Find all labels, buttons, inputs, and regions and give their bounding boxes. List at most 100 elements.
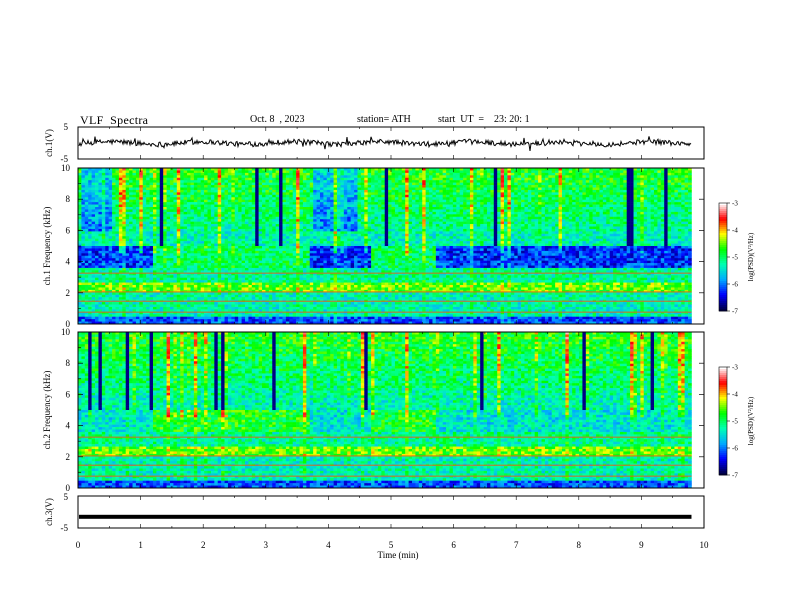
spectrogram-cell — [279, 202, 283, 205]
vlf-figure: 5 -5 ch.1(V) 0246810 ch.1 Frequency (kHz… — [0, 0, 792, 612]
spectrogram-cell — [177, 251, 181, 254]
spectrogram-cell — [269, 297, 273, 300]
spectrogram-cell — [177, 209, 181, 212]
spectrogram-cell — [300, 263, 304, 266]
spectrogram-cell — [214, 188, 218, 191]
spectrogram-cell — [81, 319, 85, 322]
spectrogram-cell — [289, 207, 293, 210]
spectrogram-cell — [218, 314, 222, 317]
spectrogram-cell — [221, 251, 225, 254]
spectrogram-cell — [143, 212, 147, 215]
spectrogram-cell — [231, 283, 235, 286]
spectrogram-cell — [139, 292, 143, 295]
spectrogram-cell — [317, 205, 321, 208]
spectrogram-cell — [293, 295, 297, 298]
spectrogram-cell — [81, 248, 85, 251]
spectrogram-cell — [146, 246, 150, 249]
spectrogram-cell — [272, 248, 276, 251]
spectrogram-cell — [167, 173, 171, 176]
spectrogram-cell — [184, 217, 188, 220]
spectrogram-cell — [163, 314, 167, 317]
spectrogram-cell — [269, 251, 273, 254]
spectrogram-cell — [211, 256, 215, 259]
spectrogram-cell — [221, 253, 225, 256]
spectrogram-cell — [122, 275, 126, 278]
spectrogram-cell — [320, 295, 324, 298]
spectrogram-cell — [92, 239, 96, 242]
spectrogram-cell — [143, 246, 147, 249]
spectrogram-cell — [109, 229, 113, 232]
spectrogram-cell — [262, 280, 266, 283]
spectrogram-cell — [262, 227, 266, 230]
spectrogram-cell — [95, 192, 99, 195]
spectrogram-cell — [340, 197, 344, 200]
spectrogram-cell — [262, 248, 266, 251]
spectrogram-cell — [208, 209, 212, 212]
spectrogram-cell — [146, 241, 150, 244]
spectrogram-cell — [306, 305, 310, 308]
spectrogram-cell — [81, 222, 85, 225]
spectrogram-cell — [197, 178, 201, 181]
spectrogram-cell — [156, 219, 160, 222]
spectrogram-cell — [228, 202, 232, 205]
spectrogram-cell — [126, 297, 130, 300]
spectrogram-cell — [160, 278, 164, 281]
spectrogram-cell — [190, 278, 194, 281]
spectrogram-cell — [269, 178, 273, 181]
spectrogram-cell — [334, 188, 338, 191]
spectrogram-cell — [310, 173, 314, 176]
spectrogram-cell — [310, 256, 314, 259]
spectrogram-cell — [337, 246, 341, 249]
spectrogram-cell — [122, 185, 126, 188]
spectrogram-cell — [218, 244, 222, 247]
spectrogram-cell — [218, 222, 222, 225]
spectrogram-cell — [201, 305, 205, 308]
spectrogram-cell — [115, 292, 119, 295]
spectrogram-cell — [293, 251, 297, 254]
spectrogram-cell — [211, 205, 215, 208]
spectrogram-cell — [238, 185, 242, 188]
spectrogram-cell — [282, 231, 286, 234]
spectrogram-cell — [211, 212, 215, 215]
spectrogram-cell — [337, 214, 341, 217]
spectrogram-cell — [88, 175, 92, 178]
spectrogram-cell — [218, 246, 222, 249]
spectrogram-cell — [255, 231, 259, 234]
spectrogram-cell — [143, 307, 147, 310]
spectrogram-cell — [279, 241, 283, 244]
spectrogram-cell — [136, 222, 140, 225]
spectrogram-cell — [194, 292, 198, 295]
spectrogram-cell — [228, 209, 232, 212]
spectrogram-cell — [184, 287, 188, 290]
spectrogram-cell — [187, 231, 191, 234]
spectrogram-cell — [81, 266, 85, 269]
spectrogram-cell — [313, 307, 317, 310]
spectrogram-cell — [126, 219, 130, 222]
spectrogram-cell — [303, 217, 307, 220]
spectrogram-cell — [122, 195, 126, 198]
spectrogram-cell — [252, 202, 256, 205]
spectrogram-cell — [296, 268, 300, 271]
spectrogram-cell — [282, 224, 286, 227]
spectrogram-cell — [323, 275, 327, 278]
spectrogram-cell — [85, 212, 89, 215]
spectrogram-cell — [115, 295, 119, 298]
spectrogram-cell — [184, 241, 188, 244]
spectrogram-cell — [242, 302, 246, 305]
spectrogram-cell — [81, 239, 85, 242]
spectrogram-cell — [214, 266, 218, 269]
spectrogram-cell — [276, 222, 280, 225]
spectrogram-cell — [136, 258, 140, 261]
spectrogram-cell — [225, 202, 229, 205]
spectrogram-cell — [122, 219, 126, 222]
spectrogram-cell — [167, 241, 171, 244]
spectrogram-cell — [323, 263, 327, 266]
spectrogram-cell — [255, 185, 259, 188]
spectrogram-cell — [242, 180, 246, 183]
spectrogram-cell — [119, 278, 123, 281]
spectrogram-cell — [313, 212, 317, 215]
spectrogram-cell — [289, 253, 293, 256]
spectrogram-cell — [286, 178, 290, 181]
spectrogram-cell — [238, 266, 242, 269]
spectrogram-cell — [330, 302, 334, 305]
